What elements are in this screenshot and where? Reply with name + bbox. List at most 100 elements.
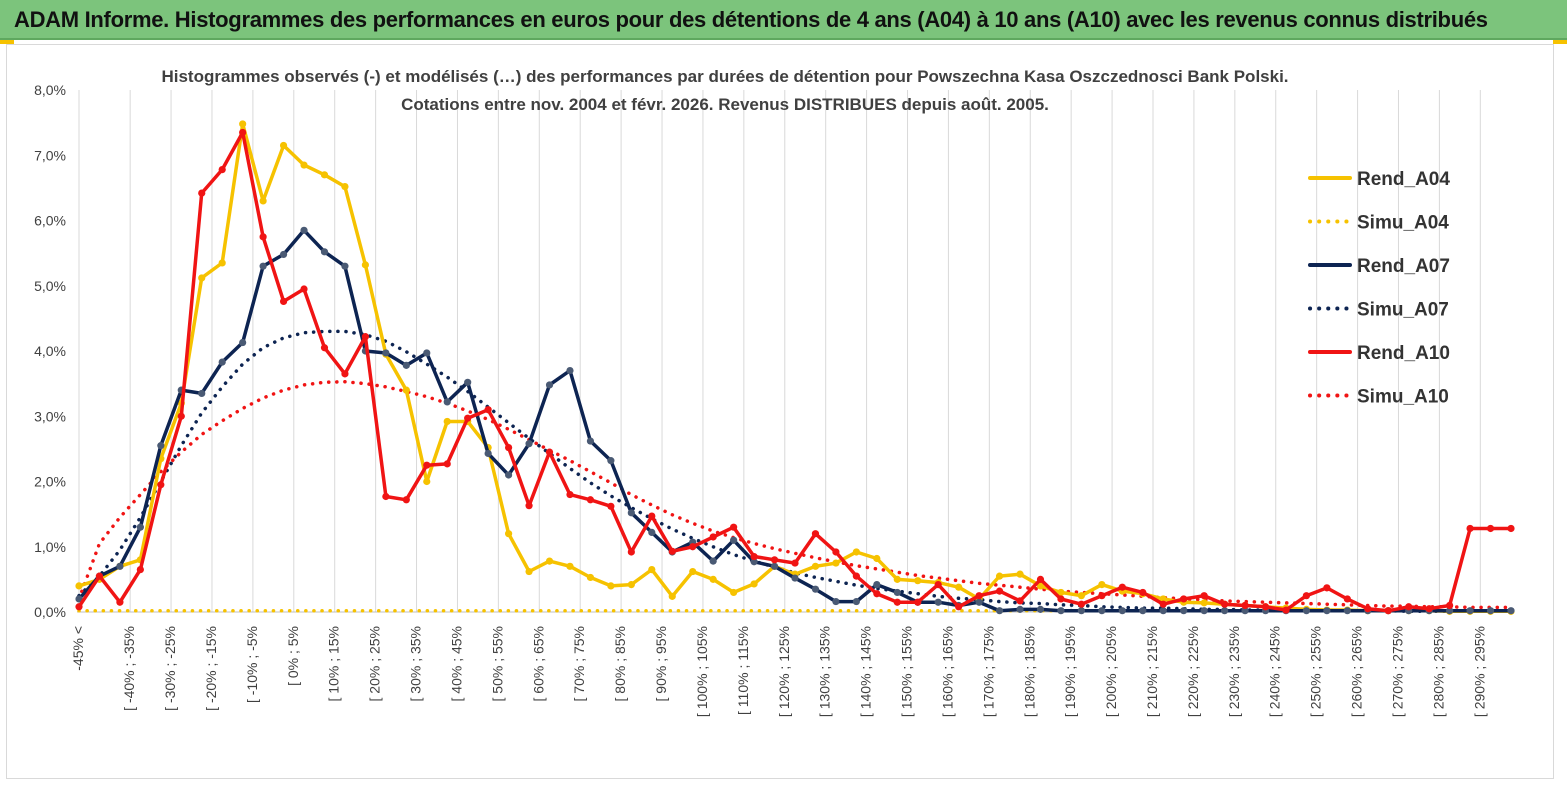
x-tick-label: [ 230% ; 235% bbox=[1226, 626, 1242, 717]
data-point-rend_a07 bbox=[136, 523, 144, 531]
data-point-rend_a04 bbox=[586, 573, 595, 582]
x-tick-label: [ 70% ; 75% bbox=[571, 626, 587, 702]
data-point-rend_a04 bbox=[218, 259, 226, 267]
legend-label: Simu_A04 bbox=[1357, 213, 1449, 234]
x-tick-label: [ 220% ; 225% bbox=[1185, 626, 1201, 717]
data-point-rend_a07 bbox=[1180, 607, 1188, 615]
report-banner: ADAM Informe. Histogrammes des performan… bbox=[0, 0, 1567, 40]
data-point-rend_a10 bbox=[770, 556, 779, 564]
y-tick-label: 6,0% bbox=[34, 213, 66, 229]
data-point-rend_a04 bbox=[873, 554, 881, 563]
data-point-rend_a10 bbox=[361, 333, 369, 341]
series-lines bbox=[75, 120, 1515, 615]
chart-subtitle: Cotations entre nov. 2004 et févr. 2026.… bbox=[401, 95, 1049, 114]
data-point-rend_a04 bbox=[545, 557, 554, 565]
data-point-rend_a10 bbox=[1077, 600, 1085, 608]
data-point-rend_a04 bbox=[300, 161, 308, 169]
data-point-rend_a07 bbox=[198, 389, 206, 398]
data-point-rend_a10 bbox=[443, 460, 451, 468]
data-point-rend_a04 bbox=[914, 577, 922, 585]
data-point-rend_a07 bbox=[1241, 607, 1249, 615]
data-point-rend_a10 bbox=[95, 572, 104, 580]
data-point-rend_a04 bbox=[1057, 588, 1065, 597]
data-point-rend_a07 bbox=[1200, 607, 1208, 615]
data-point-rend_a07 bbox=[1098, 607, 1106, 615]
x-tick-label: [ 280% ; 285% bbox=[1430, 626, 1446, 717]
legend-label: Rend_A07 bbox=[1357, 256, 1450, 277]
data-point-rend_a10 bbox=[116, 598, 124, 606]
data-point-rend_a10 bbox=[1486, 524, 1495, 533]
data-point-rend_a10 bbox=[750, 552, 758, 561]
y-tick-label: 0,0% bbox=[34, 604, 66, 620]
y-tick-label: 5,0% bbox=[34, 278, 66, 294]
data-point-rend_a07 bbox=[545, 381, 554, 389]
data-point-rend_a10 bbox=[402, 496, 410, 504]
data-point-rend_a10 bbox=[1384, 607, 1392, 615]
x-tick-label: [ 160% ; 165% bbox=[939, 626, 955, 717]
y-tick-label: 2,0% bbox=[34, 474, 66, 490]
data-point-rend_a07 bbox=[995, 607, 1004, 615]
x-tick-label: [ 190% ; 195% bbox=[1062, 626, 1078, 717]
data-point-rend_a04 bbox=[893, 575, 901, 583]
data-point-rend_a10 bbox=[1282, 606, 1290, 614]
data-point-rend_a10 bbox=[1139, 588, 1147, 597]
data-point-rend_a04 bbox=[361, 261, 369, 269]
x-tick-label: [ 50% ; 55% bbox=[489, 626, 505, 702]
data-point-rend_a04 bbox=[709, 575, 717, 583]
data-point-rend_a10 bbox=[1180, 595, 1188, 603]
legend: Rend_A04 Simu_A04 Rend_A07 Simu_A07 Rend_A10… bbox=[1308, 169, 1450, 408]
data-point-rend_a10 bbox=[1364, 605, 1372, 613]
data-point-rend_a10 bbox=[382, 492, 390, 501]
data-point-rend_a07 bbox=[1323, 607, 1331, 615]
data-point-rend_a10 bbox=[709, 533, 717, 541]
x-tick-label: [ 30% ; 35% bbox=[408, 626, 424, 702]
x-tick-label: [ -10% ; -5% bbox=[244, 626, 260, 703]
data-point-rend_a10 bbox=[259, 233, 267, 241]
data-point-rend_a10 bbox=[955, 603, 963, 611]
x-tick-label: [ 140% ; 145% bbox=[858, 626, 874, 717]
data-point-rend_a10 bbox=[1302, 592, 1311, 600]
x-tick-label: [ 130% ; 135% bbox=[817, 626, 833, 717]
data-point-rend_a10 bbox=[1036, 575, 1045, 583]
data-point-rend_a07 bbox=[1466, 607, 1474, 615]
data-point-rend_a07 bbox=[259, 262, 267, 270]
data-point-rend_a10 bbox=[136, 565, 144, 574]
data-point-rend_a10 bbox=[1507, 524, 1515, 533]
y-axis: 0,0% 1,0% 2,0% 3,0% 4,0% 5,0% 6,0% 7,0% 8,0% bbox=[34, 82, 66, 620]
x-tick-label: [ 260% ; 265% bbox=[1349, 626, 1365, 717]
data-point-rend_a10 bbox=[914, 598, 922, 606]
data-point-rend_a04 bbox=[402, 386, 410, 394]
data-point-rend_a10 bbox=[1425, 605, 1433, 613]
data-point-rend_a04 bbox=[279, 141, 288, 150]
data-point-rend_a10 bbox=[1016, 597, 1024, 605]
data-point-rend_a04 bbox=[443, 417, 451, 426]
data-point-rend_a07 bbox=[893, 588, 901, 597]
data-point-rend_a04 bbox=[341, 182, 349, 191]
data-point-rend_a07 bbox=[1446, 607, 1454, 615]
series-line-simu_a10 bbox=[77, 379, 1513, 610]
data-point-rend_a04 bbox=[955, 583, 963, 591]
data-point-rend_a04 bbox=[1077, 592, 1085, 600]
data-point-rend_a07 bbox=[934, 598, 942, 606]
data-point-rend_a04 bbox=[1200, 599, 1208, 607]
data-point-rend_a07 bbox=[423, 349, 431, 357]
data-point-rend_a07 bbox=[443, 398, 451, 406]
x-tick-label: [ 150% ; 155% bbox=[899, 626, 915, 717]
data-point-rend_a07 bbox=[1016, 605, 1024, 613]
data-point-rend_a07 bbox=[1118, 607, 1126, 615]
data-point-rend_a10 bbox=[1118, 583, 1126, 591]
x-tick-label: [ 20% ; 25% bbox=[367, 626, 383, 702]
data-point-rend_a10 bbox=[1221, 600, 1229, 608]
data-point-rend_a07 bbox=[1486, 607, 1495, 615]
x-tick-label: [ -30% ; -25% bbox=[162, 626, 178, 711]
data-point-rend_a07 bbox=[505, 471, 513, 479]
data-point-rend_a07 bbox=[627, 509, 635, 517]
data-point-rend_a10 bbox=[525, 502, 533, 510]
data-point-rend_a10 bbox=[648, 512, 656, 520]
x-tick-label: [ -20% ; -15% bbox=[203, 626, 219, 711]
data-point-rend_a07 bbox=[1302, 607, 1311, 615]
data-point-rend_a10 bbox=[1466, 524, 1474, 533]
y-tick-label: 3,0% bbox=[34, 408, 66, 424]
data-point-rend_a10 bbox=[975, 592, 983, 600]
data-point-rend_a07 bbox=[1343, 607, 1351, 615]
